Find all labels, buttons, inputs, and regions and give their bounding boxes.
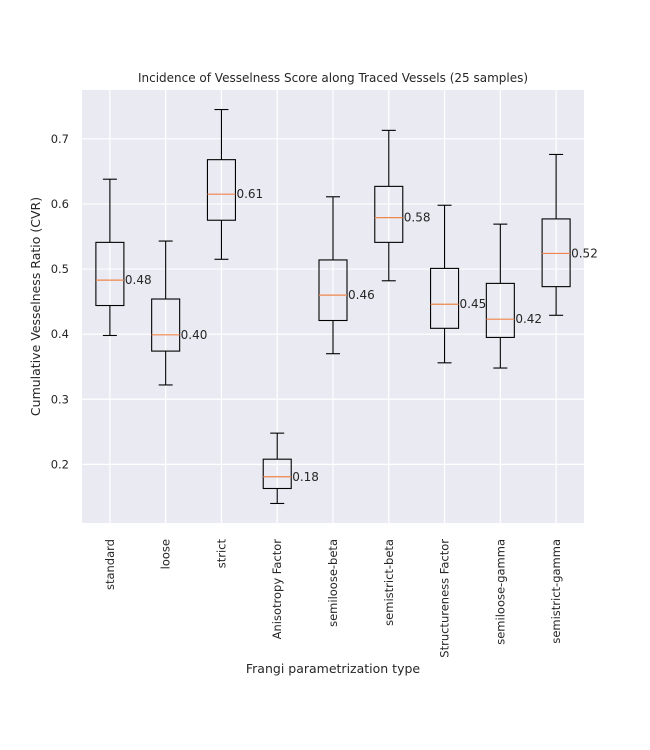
- iqr-box: [206, 159, 236, 221]
- median-value-label: 0.46: [348, 288, 375, 302]
- box-semistrict-beta: 0.58: [374, 129, 431, 282]
- y-tick-label: 0.5: [51, 262, 69, 276]
- box-semiloose-gamma: 0.42: [485, 223, 542, 369]
- median-value-label: 0.58: [404, 211, 431, 225]
- iqr-box: [151, 298, 181, 352]
- median-value-label: 0.52: [571, 246, 598, 260]
- y-axis-ticks: 0.2 0.3 0.4 0.5 0.6 0.7: [51, 132, 69, 472]
- x-tick-label: semiloose-gamma: [493, 539, 507, 645]
- iqr-box: [318, 259, 348, 322]
- median-value-label: 0.18: [292, 470, 319, 484]
- median-value-label: 0.42: [515, 312, 542, 326]
- median-value-label: 0.40: [181, 328, 208, 342]
- x-axis-label: Frangi parametrization type: [246, 661, 421, 676]
- x-tick-label: semiloose-beta: [326, 539, 340, 627]
- box-structureness-factor: 0.45: [430, 204, 487, 364]
- y-tick-label: 0.2: [51, 457, 69, 471]
- chart-title: Incidence of Vesselness Score along Trac…: [138, 71, 528, 85]
- x-tick-label: Structureness Factor: [438, 539, 452, 658]
- y-axis-label: Cumulative Vesselness Ratio (CVR): [28, 197, 43, 416]
- x-axis-ticks: standard loose strict Anisotropy Factor semi…: [103, 539, 563, 658]
- iqr-box: [541, 218, 571, 288]
- y-tick-label: 0.3: [51, 392, 69, 406]
- y-tick-label: 0.6: [51, 197, 69, 211]
- x-tick-label: standard: [103, 539, 117, 590]
- iqr-box: [95, 241, 125, 307]
- x-tick-label: semistrict-beta: [382, 539, 396, 626]
- x-tick-label: semistrict-gamma: [549, 539, 563, 644]
- x-tick-label: loose: [159, 539, 173, 569]
- iqr-box: [262, 458, 292, 490]
- median-value-label: 0.45: [460, 297, 487, 311]
- box-anisotropy-factor: 0.18: [262, 432, 319, 505]
- iqr-box: [485, 282, 515, 338]
- y-tick-label: 0.4: [51, 327, 69, 341]
- box-standard: 0.48: [95, 178, 152, 337]
- x-tick-label: strict: [214, 539, 228, 569]
- box-semistrict-gamma: 0.52: [541, 153, 598, 316]
- median-value-label: 0.61: [236, 187, 263, 201]
- y-tick-label: 0.7: [51, 132, 69, 146]
- x-tick-label: Anisotropy Factor: [270, 539, 284, 640]
- iqr-box: [430, 267, 460, 329]
- box-loose: 0.40: [151, 240, 208, 386]
- boxes: 0.48 0.40 0.61 0.18 0.46 0.58 0.45 0.42 0.52: [95, 108, 598, 505]
- box-semiloose-beta: 0.46: [318, 196, 375, 355]
- iqr-box: [374, 185, 404, 243]
- box-strict: 0.61: [206, 108, 263, 260]
- median-value-label: 0.48: [125, 273, 152, 287]
